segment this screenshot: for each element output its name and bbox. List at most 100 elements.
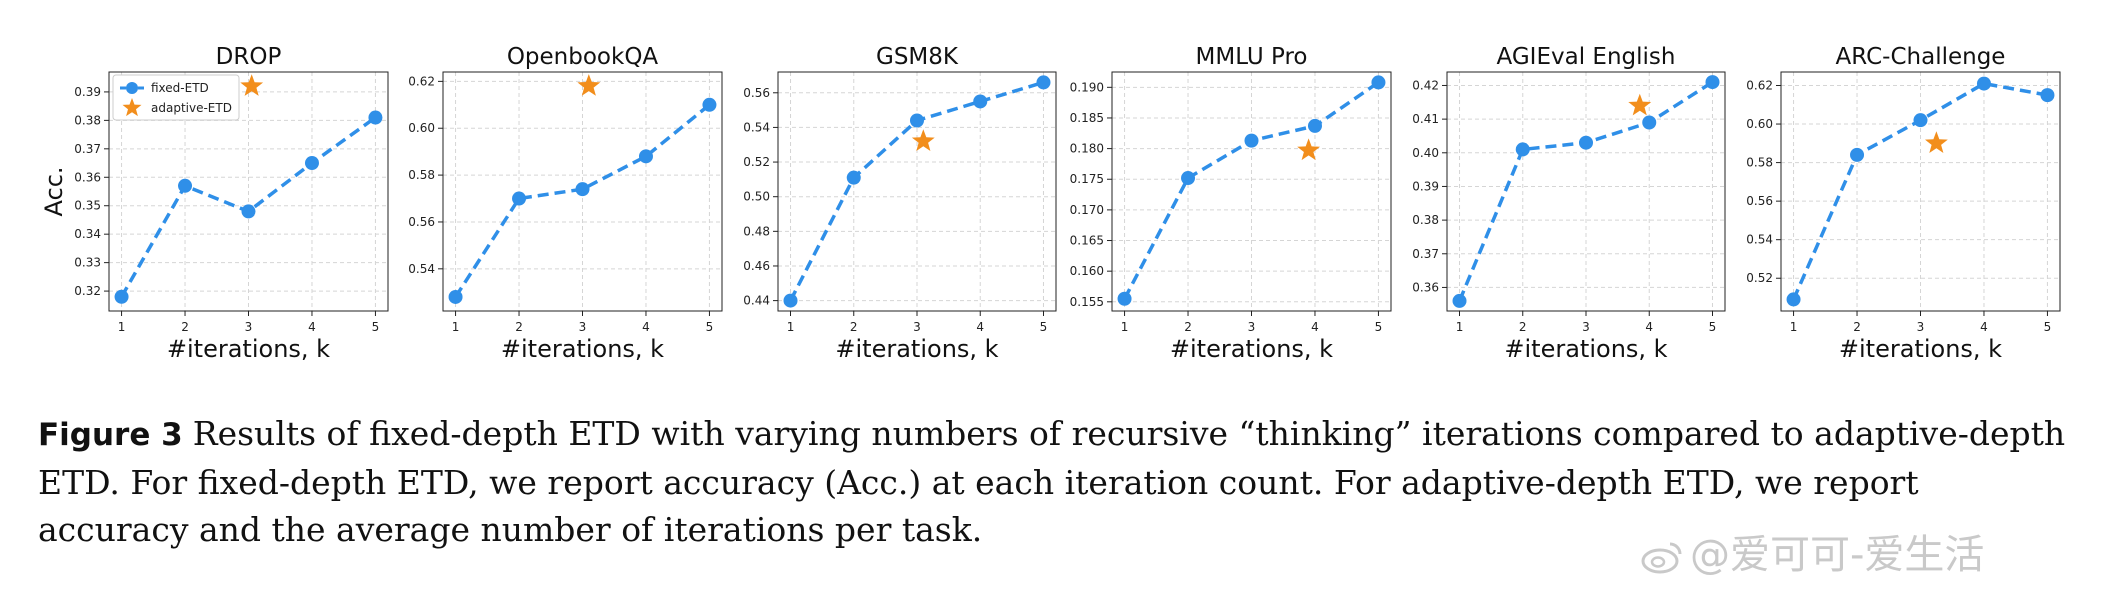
legend-box <box>112 74 240 121</box>
weibo-icon <box>1641 542 1682 574</box>
x-tick-label: 1 <box>787 320 795 334</box>
y-tick-label: 0.37 <box>1412 247 1439 261</box>
y-tick-label: 0.35 <box>74 199 101 213</box>
y-tick-label: 0.40 <box>1412 146 1439 160</box>
plot-frame <box>1111 71 1392 312</box>
y-tick-label: 0.54 <box>1746 233 1773 247</box>
x-tick-label: 5 <box>372 320 380 334</box>
y-tick-label: 0.56 <box>408 215 435 229</box>
y-tick-label: 0.155 <box>1070 295 1104 309</box>
legend-adaptive-marker <box>122 98 142 117</box>
caption-label: Figure 3 <box>38 417 183 453</box>
watermark-text: @爱可可-爱生活 <box>1690 532 1985 578</box>
y-tick-label: 0.56 <box>743 86 770 100</box>
y-tick-label: 0.38 <box>74 113 101 127</box>
x-tick-label: 4 <box>1311 320 1319 334</box>
x-axis-label: #iterations, k <box>1170 335 1333 363</box>
figure-caption: Figure 3 Results of fixed-depth ETD with … <box>38 410 2078 553</box>
y-tick-label: 0.46 <box>743 259 770 273</box>
fixed-etd-point <box>368 110 383 125</box>
fixed-etd-point <box>1181 171 1196 186</box>
adaptive-etd-star <box>911 129 935 151</box>
x-tick-label: 5 <box>1375 320 1383 334</box>
y-axis-label: Acc. <box>40 166 68 216</box>
y-tick-label: 0.41 <box>1412 112 1439 126</box>
y-tick-label: 0.42 <box>1412 78 1439 92</box>
fixed-etd-point <box>846 170 861 185</box>
fixed-etd-point <box>1786 292 1801 307</box>
y-tick-label: 0.56 <box>1746 194 1773 208</box>
legend: fixed-ETD adaptive-ETD <box>112 74 240 121</box>
x-tick-label: 1 <box>1121 320 1129 334</box>
chart-3: 1 2 3 4 5 0.44 0.46 0.48 0.50 0.52 0.54 0.56 GSM8K #i… <box>743 44 1057 363</box>
chart-title: MMLU Pro <box>1196 44 1308 70</box>
fixed-etd-point <box>1371 75 1386 90</box>
y-tick-label: 0.190 <box>1070 80 1104 94</box>
chart-1: 1 2 3 4 5 0.32 0.33 0.34 0.35 0.36 0.37 0.38 0.39 DRO… <box>40 44 389 363</box>
y-tick-label: 0.60 <box>1746 117 1773 131</box>
y-tick-label: 0.37 <box>74 142 101 156</box>
charts-panel: 1 2 3 4 5 0.32 0.33 0.34 0.35 0.36 0.37 0.38 0.39 DRO… <box>40 44 2061 363</box>
x-tick-label: 1 <box>452 320 460 334</box>
x-tick-label: 1 <box>1456 320 1464 334</box>
y-tick-label: 0.33 <box>74 256 101 270</box>
plot-frame <box>1780 71 2061 312</box>
y-tick-label: 0.32 <box>74 284 101 298</box>
watermark: @爱可可-爱生活 <box>1640 522 1984 580</box>
x-axis-label: #iterations, k <box>835 335 998 363</box>
fixed-etd-point <box>973 94 988 109</box>
fixed-etd-point <box>702 97 717 112</box>
x-tick-label: 3 <box>913 320 921 334</box>
chart-5: 1 2 3 4 5 0.36 0.37 0.38 0.39 0.40 0.41 0.42 AGIEval… <box>1412 44 1726 363</box>
fixed-etd-point <box>575 182 590 197</box>
fixed-etd-point <box>2040 88 2055 103</box>
x-tick-label: 5 <box>1709 320 1717 334</box>
y-tick-label: 0.160 <box>1070 264 1104 278</box>
fixed-etd-point <box>1976 76 1991 91</box>
chart-title: ARC-Challenge <box>1836 44 2006 70</box>
x-tick-label: 3 <box>1248 320 1256 334</box>
y-tick-label: 0.185 <box>1070 111 1104 125</box>
fixed-etd-point <box>241 204 256 219</box>
adaptive-etd-star <box>240 74 264 96</box>
legend-fixed-label: fixed-ETD <box>151 81 209 95</box>
fixed-etd-point <box>178 178 193 193</box>
y-tick-label: 0.52 <box>1746 271 1773 285</box>
x-tick-label: 4 <box>308 320 316 334</box>
fixed-etd-point <box>1515 142 1530 157</box>
fixed-etd-point <box>1642 115 1657 130</box>
chart-title: OpenbookQA <box>507 44 659 70</box>
adaptive-etd-star <box>577 74 601 96</box>
y-tick-label: 0.39 <box>1412 179 1439 193</box>
plot-frame <box>108 71 389 312</box>
fixed-etd-point <box>1850 147 1865 162</box>
chart-2: 1 2 3 4 5 0.54 0.56 0.58 0.60 0.62 OpenbookQA #iter… <box>408 44 723 363</box>
plot-frame <box>777 71 1057 312</box>
x-tick-label: 4 <box>1645 320 1653 334</box>
x-tick-label: 5 <box>706 320 714 334</box>
y-tick-label: 0.175 <box>1070 172 1104 186</box>
fixed-etd-point <box>1913 113 1928 128</box>
x-tick-label: 1 <box>1790 320 1798 334</box>
chart-title: GSM8K <box>876 44 959 70</box>
chart-6: 1 2 3 4 5 0.52 0.54 0.56 0.58 0.60 0.62 ARC-Challen… <box>1746 44 2061 363</box>
adaptive-etd-star <box>1628 93 1652 116</box>
x-tick-label: 5 <box>2044 320 2052 334</box>
y-tick-label: 0.170 <box>1070 203 1104 217</box>
y-tick-label: 0.180 <box>1070 142 1104 156</box>
x-tick-label: 1 <box>118 320 126 334</box>
y-tick-label: 0.54 <box>743 120 770 134</box>
fixed-etd-point <box>1117 291 1132 306</box>
x-axis-label: #iterations, k <box>167 335 330 363</box>
fixed-etd-point <box>1307 118 1322 133</box>
fixed-etd-point <box>304 156 319 171</box>
x-axis-label: #iterations, k <box>501 335 664 363</box>
x-tick-label: 2 <box>515 320 523 334</box>
fixed-etd-point <box>910 113 924 128</box>
x-tick-label: 4 <box>1980 320 1988 334</box>
x-axis-label: #iterations, k <box>1504 335 1667 363</box>
fixed-etd-point <box>114 289 129 304</box>
y-tick-label: 0.58 <box>1746 156 1773 170</box>
x-axis-label: #iterations, k <box>1839 335 2002 363</box>
